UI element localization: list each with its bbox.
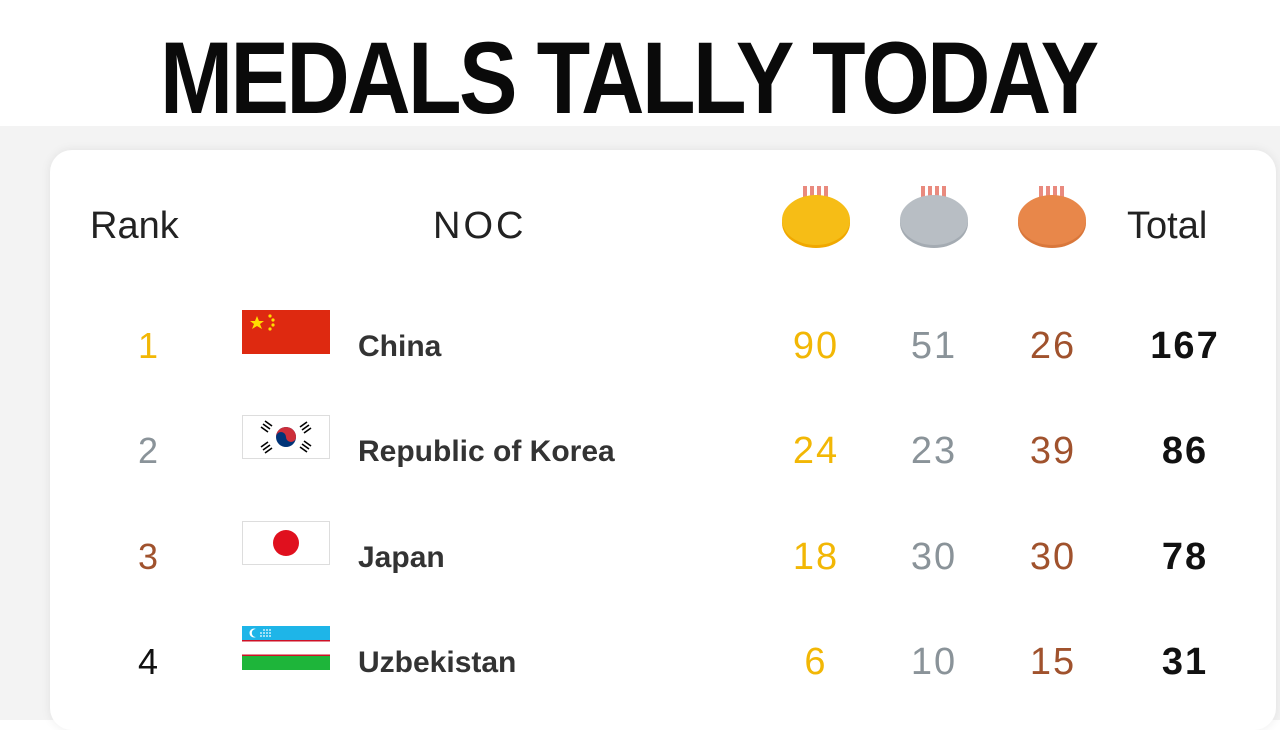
silver-count: 10	[910, 641, 958, 683]
bronze-count: 30	[1029, 536, 1077, 578]
country-name: China	[358, 330, 442, 363]
silver-medal-icon	[898, 186, 970, 250]
total-count: 31	[1161, 641, 1209, 683]
gold-count: 6	[804, 641, 828, 683]
uzbekistan-flag-icon	[242, 626, 330, 670]
gold-count: 24	[792, 430, 840, 472]
silver-count: 23	[910, 430, 958, 472]
total-column-header: Total	[1127, 205, 1208, 247]
total-count: 78	[1161, 536, 1209, 578]
bronze-count: 39	[1029, 430, 1077, 472]
country-name: Japan	[358, 541, 445, 574]
rank-value: 1	[137, 325, 159, 366]
table-row: 4 Uzbekistan 6 10 15 31	[0, 626, 1280, 718]
noc-column-header: NOC	[433, 205, 527, 247]
total-count: 86	[1161, 430, 1209, 472]
gold-count: 90	[792, 325, 840, 367]
japan-flag-icon	[242, 521, 330, 565]
bronze-medal-icon	[1016, 186, 1088, 250]
country-name: Republic of Korea	[358, 435, 615, 468]
rank-column-header: Rank	[90, 205, 179, 247]
china-flag-icon	[242, 310, 330, 354]
headline-banner: MEDALS TALLY TODAY	[0, 0, 1280, 135]
total-count: 167	[1150, 325, 1220, 367]
korea-flag-icon	[242, 415, 330, 459]
country-name: Uzbekistan	[358, 646, 517, 679]
gold-count: 18	[792, 536, 840, 578]
table-row: 1 China 90 51 26 167	[0, 310, 1280, 402]
silver-count: 30	[910, 536, 958, 578]
rank-value: 4	[137, 641, 159, 682]
silver-count: 51	[910, 325, 958, 367]
bronze-count: 15	[1029, 641, 1077, 683]
table-row: 2 Republic of Korea 24 23 39 86	[0, 415, 1280, 507]
gold-medal-icon	[780, 186, 852, 250]
rank-value: 3	[137, 536, 159, 577]
bronze-count: 26	[1029, 325, 1077, 367]
rank-value: 2	[137, 430, 159, 471]
page-title: MEDALS TALLY TODAY	[160, 21, 1099, 135]
table-row: 3 Japan 18 30 30 78	[0, 521, 1280, 613]
